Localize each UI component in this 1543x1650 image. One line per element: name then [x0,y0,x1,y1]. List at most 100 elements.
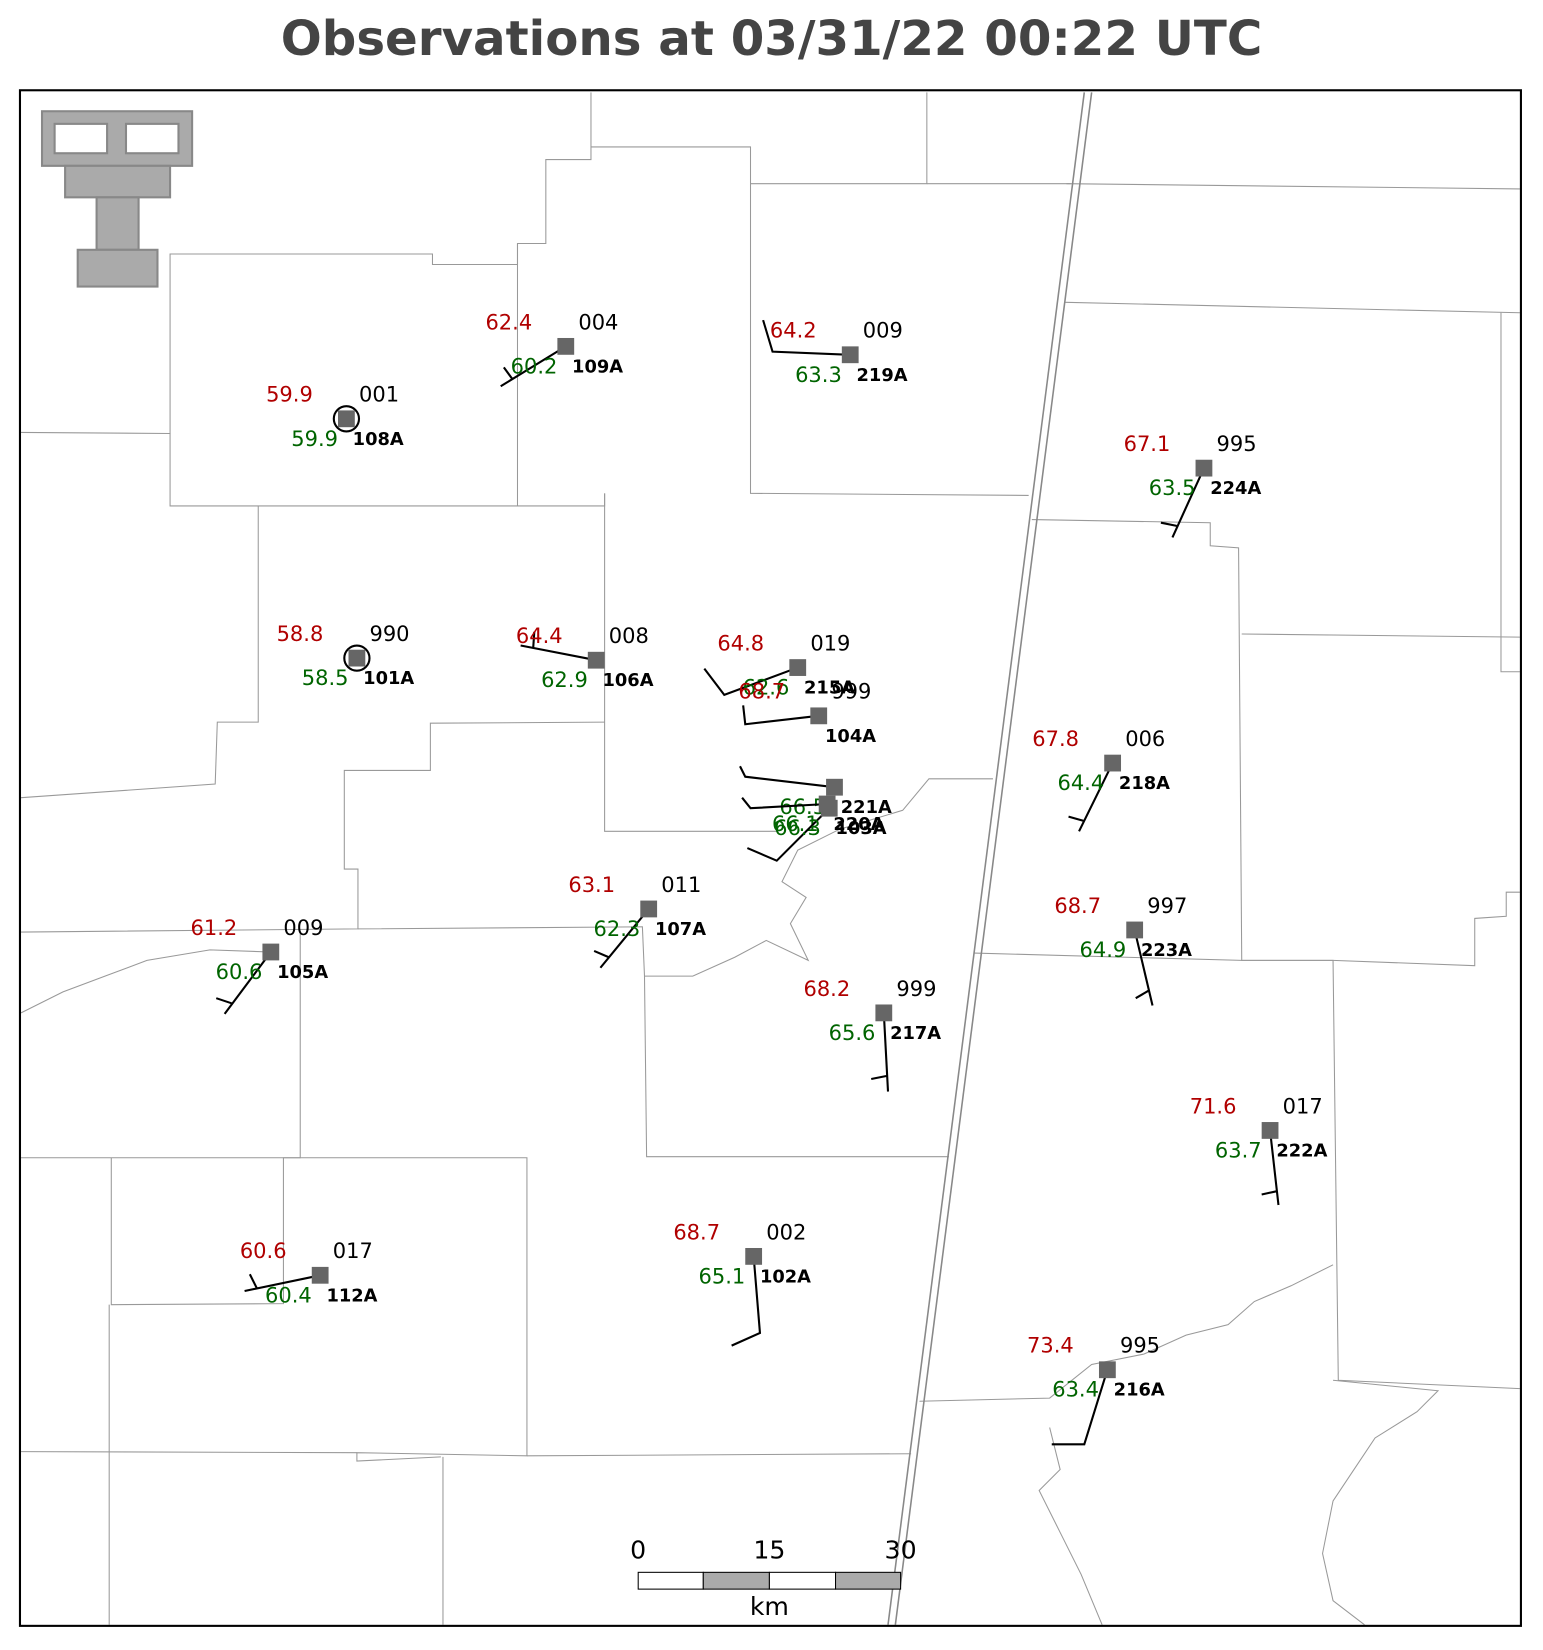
dewpoint: 64.4 [1057,771,1104,795]
station-marker [311,1266,329,1284]
wind-barb [731,1256,762,1347]
station-id: 223A [1141,940,1192,961]
pressure: 017 [333,1239,373,1263]
station-marker [1098,1361,1116,1379]
state-line [887,92,1093,1625]
station-id: 216A [1114,1380,1165,1401]
station-marker [1195,459,1213,477]
scale-bar: 0 15 30 km [630,1535,916,1621]
wind-barb [1261,1130,1280,1206]
wind-barb [871,1012,890,1092]
station-marker [587,651,605,669]
wind-barb [520,631,597,662]
temperature: 68.7 [673,1220,720,1244]
station-marker [262,943,280,961]
wind-barb [741,797,828,810]
wind-barb [742,705,819,726]
dewpoint: 60.6 [216,960,263,984]
station-id: 218A [1119,773,1170,794]
temperature: 68.7 [738,680,785,704]
pressure: 002 [766,1220,806,1244]
dewpoint: 62.9 [541,668,588,692]
station-id: 103A [836,818,887,839]
dewpoint: 64.9 [1080,938,1127,962]
pressure: 017 [1283,1094,1323,1118]
pressure: 995 [1120,1334,1160,1358]
station-id: 217A [890,1023,941,1044]
wind-barb [1068,762,1114,832]
calm-circle [343,644,371,672]
pressure: 009 [283,916,323,940]
temperature: 64.4 [516,624,563,648]
temperature: 63.1 [568,873,615,897]
stations: 59.9 001 59.9 108A 62.4 004 60.2 109A 64.2 009 63.… [191,310,1328,1446]
station-id: 104A [825,726,876,747]
station-marker [875,1004,893,1022]
county-lines [20,92,1520,1626]
wind-barb [1051,1369,1109,1446]
station-id: 105A [277,962,328,983]
station-id: 112A [326,1285,377,1306]
dewpoint: 65.1 [699,1264,746,1288]
wind-barb [746,807,830,862]
station-id: 101A [363,668,414,689]
scale-label: 0 [630,1535,646,1564]
pressure: 009 [863,319,903,343]
temperature: 61.2 [191,916,238,940]
temperature: 68.7 [1054,894,1101,918]
station-id: 219A [857,365,908,386]
station-marker [1104,754,1122,772]
pressure: 004 [578,310,618,334]
station-marker [810,707,828,725]
station-id: 102A [760,1266,811,1287]
station-marker [841,346,859,364]
pressure: 997 [1147,894,1187,918]
map-frame [18,89,1522,1627]
dewpoint: 62.3 [594,917,641,941]
dewpoint: 59.9 [291,427,338,451]
station-id: 106A [603,670,654,691]
pressure: 999 [831,680,871,704]
station-marker [640,900,658,918]
pressure: 019 [810,631,850,655]
station-marker [1126,921,1144,939]
station-id: 220A [833,814,884,835]
pressure: 008 [609,624,649,648]
wind-barb [215,951,272,1015]
scale-label: 30 [885,1535,917,1564]
pressure: 999 [896,977,936,1001]
wind-barb [244,1273,321,1293]
wind-barb [1160,467,1205,538]
dewpoint: 62.6 [743,676,790,700]
station-id: 224A [1210,478,1261,499]
temperature: 67.1 [1124,432,1171,456]
scale-unit: km [750,1592,789,1621]
temperature: 59.9 [266,383,313,407]
station-marker [789,659,807,676]
station-marker [348,649,366,667]
station-id: 221A [841,797,892,818]
wind-barb [703,666,799,697]
pressure: 006 [1125,727,1165,751]
dewpoint: 65.6 [829,1021,876,1045]
wind-barb [1133,929,1154,1006]
station-marker [1261,1122,1279,1139]
station-marker [557,337,575,355]
dewpoint: 63.4 [1052,1378,1099,1402]
station-id: 215A [804,678,855,699]
dewpoint: 58.5 [302,666,349,690]
temperature: 71.6 [1190,1094,1237,1118]
pressure: 011 [661,873,701,897]
station-id: 109A [572,356,623,377]
station-id: 108A [353,429,404,450]
logo [40,110,194,288]
temperature: 62.4 [485,310,532,334]
wind-barb [593,908,650,969]
wind-barb [762,319,851,356]
temperature: 73.4 [1027,1334,1074,1358]
pressure: 995 [1217,432,1257,456]
station-marker [745,1247,763,1265]
dewpoint: 63.7 [1215,1138,1262,1162]
temperature: 60.6 [240,1239,287,1263]
station-marker [820,799,838,817]
